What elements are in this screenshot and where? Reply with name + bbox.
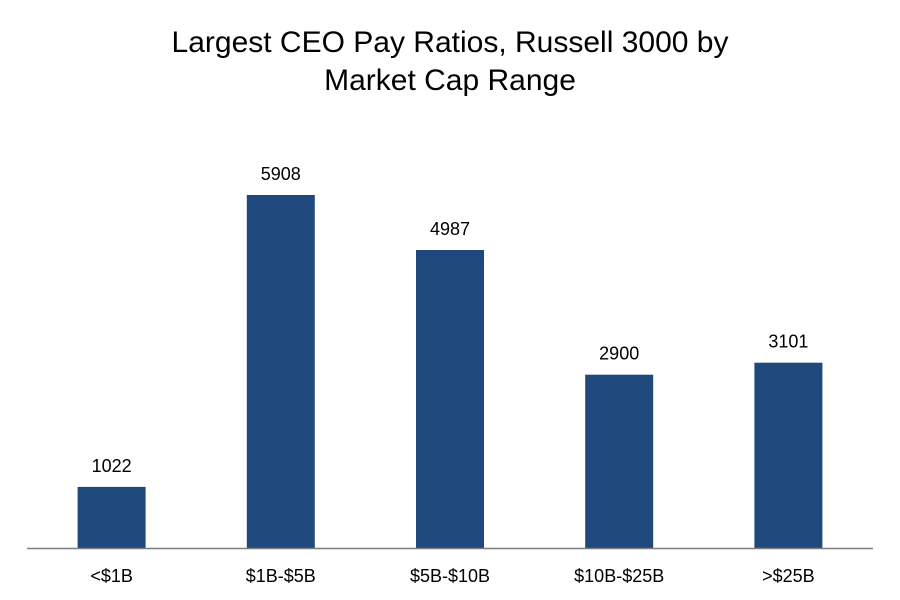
bar-value-label: 4987 [430, 219, 470, 239]
bar [416, 250, 484, 548]
bar [77, 486, 146, 548]
x-tick-labels-group: <$1B $1B-$5B $5B-$10B $10B-$25B >$25B [90, 566, 814, 586]
bar [754, 362, 823, 548]
bars-group [77, 195, 823, 548]
chart-title-line-1: Largest CEO Pay Ratios, Russell 3000 by [171, 26, 729, 59]
bar-value-label: 3101 [768, 332, 808, 352]
x-tick-label: >$25B [762, 566, 815, 586]
bar-value-label: 2900 [599, 344, 639, 364]
data-labels-group: 1022 5908 4987 2900 3101 [92, 164, 809, 476]
x-tick-label: <$1B [90, 566, 133, 586]
x-tick-label: $5B-$10B [410, 566, 490, 586]
bar-value-label: 1022 [92, 456, 132, 476]
chart-title-line-2: Market Cap Range [324, 64, 576, 97]
bar-value-label: 5908 [261, 164, 301, 184]
bar [246, 195, 315, 548]
chart-title: Largest CEO Pay Ratios, Russell 3000 by … [0, 24, 900, 100]
x-tick-label: $1B-$5B [246, 566, 316, 586]
x-tick-label: $10B-$25B [574, 566, 664, 586]
bar [585, 374, 654, 548]
